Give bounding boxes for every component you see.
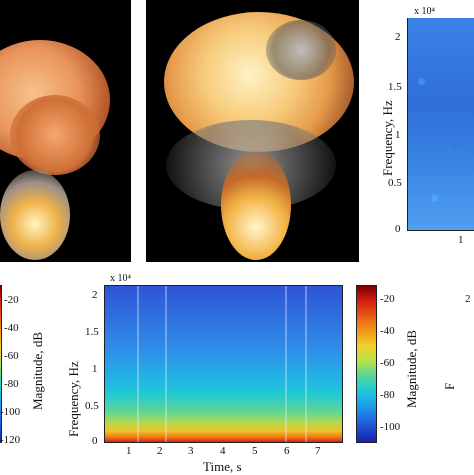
spectrogram-top-right	[407, 18, 474, 231]
tr-xtick: 1	[458, 234, 464, 246]
b-ytick: 1	[92, 363, 98, 375]
b-xtick: 2	[157, 445, 163, 457]
b-ytick: 2	[92, 289, 98, 301]
left-cb-label: Magnitude, dB	[30, 332, 45, 410]
b-cb-tick: -60	[380, 357, 395, 369]
colorbar-bottom	[356, 285, 377, 443]
left-cb-tick: -80	[4, 378, 19, 390]
b-xlabel: Time, s	[203, 459, 242, 474]
b-xtick: 7	[315, 445, 321, 457]
b-cb-tick: -20	[380, 293, 395, 305]
left-cb-tick: -40	[4, 322, 19, 334]
tr-ytick: 1.5	[388, 81, 402, 93]
tr-ytick: 1	[395, 129, 401, 141]
b-multiplier: x 10⁴	[110, 273, 131, 284]
explosion-render-left	[0, 0, 131, 262]
tr-ytick: 0	[395, 223, 401, 235]
colorbar-left	[0, 285, 2, 443]
b-xtick: 5	[252, 445, 258, 457]
left-cb-tick: -120	[0, 434, 21, 446]
tr-ylabel: Frequency, Hz	[380, 100, 395, 176]
tr-ytick: 2	[395, 31, 401, 43]
b-xtick: 6	[284, 445, 290, 457]
tr-multiplier: x 10⁴	[414, 6, 435, 17]
left-cb-tick: -60	[4, 350, 19, 362]
b-cb-tick: -80	[380, 389, 395, 401]
left-cb-tick: -20	[4, 294, 19, 306]
b-ytick: 0.5	[85, 400, 99, 412]
b-cb-tick: -100	[380, 421, 401, 433]
right-edge-label: F	[442, 382, 457, 390]
b-xtick: 4	[220, 445, 226, 457]
spectrogram-bottom	[104, 285, 343, 443]
b-ytick: 1.5	[85, 326, 99, 338]
tr-ytick: 0.5	[388, 177, 402, 189]
explosion-render-middle	[146, 0, 359, 262]
b-xtick: 1	[126, 445, 132, 457]
left-cb-tick: -100	[0, 406, 21, 418]
right-edge-tick: 2	[465, 293, 471, 305]
b-xtick: 3	[188, 445, 194, 457]
b-ytick: 0	[92, 435, 98, 447]
b-cb-tick: -40	[380, 325, 395, 337]
b-ylabel: Frequency, Hz	[66, 361, 81, 437]
b-cb-label: Magnitude, dB	[404, 330, 419, 408]
